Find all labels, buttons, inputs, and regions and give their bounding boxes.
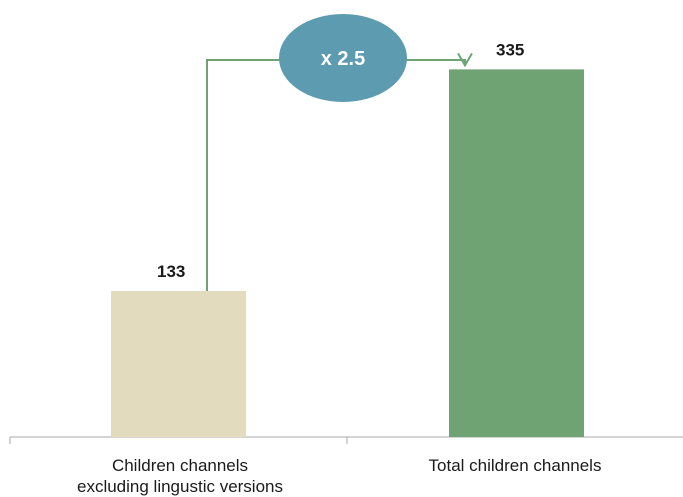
multiplier-label: x 2.5 [321,48,365,70]
multiplier-ellipse [279,14,407,102]
arrowhead-icon [457,52,473,68]
value-label-133: 133 [157,262,185,281]
connector-arrow-line [396,59,466,64]
value-label-335: 335 [496,40,524,59]
bar-total-children-channels [449,69,584,437]
category-label-children-channels-excluding-linguistic: Children channels excluding lingustic ver… [77,456,283,496]
connector-line [206,59,290,292]
bar-children-channels-excluding-linguistic [111,291,246,437]
category-label-total-children-channels: Total children channels [428,456,602,475]
